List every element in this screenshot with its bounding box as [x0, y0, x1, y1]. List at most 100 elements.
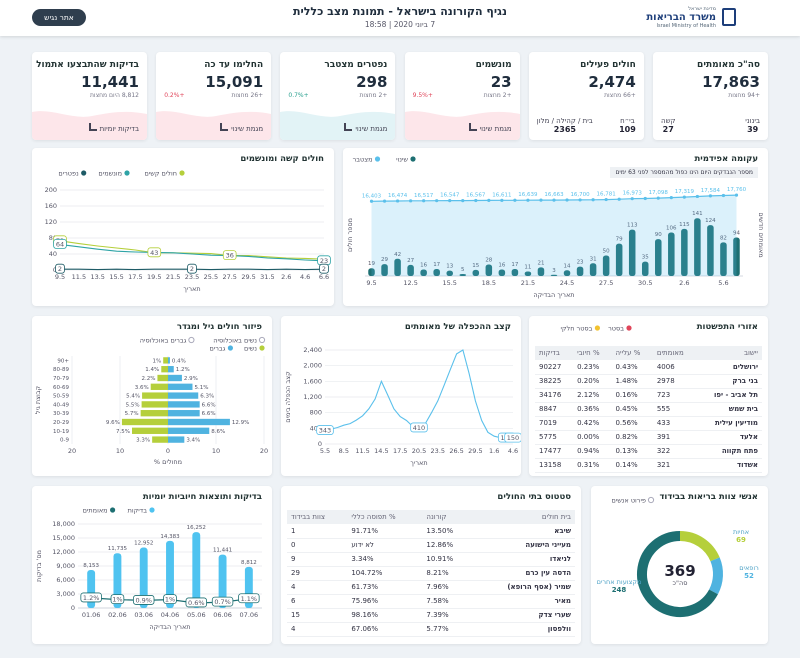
point [539, 198, 543, 202]
kpi-link: מגמת שינוי [344, 123, 387, 133]
x-axis-title: תאריך [410, 459, 427, 467]
table-cell: 34176 [535, 388, 574, 403]
table-cell: 7.96% [422, 580, 473, 595]
x-tick-label: 07.06 [240, 611, 259, 619]
bar [707, 225, 714, 276]
data-label: 17,584 [701, 188, 721, 194]
table-cell: בית שמש [696, 402, 762, 417]
trend-decoration [404, 111, 520, 140]
data-label: 17,319 [675, 189, 695, 195]
table-cell: 2.12% [573, 388, 612, 403]
table-cell: לא ידוע [347, 538, 423, 553]
accessibility-button[interactable]: אתר נגיש [32, 9, 86, 26]
point [409, 199, 413, 203]
table-row: ירושלים 4006 0.43% 0.23% 90227 [535, 360, 762, 375]
data-label: 5 [461, 267, 465, 273]
bar [368, 268, 375, 276]
kpi-note-row: +2 מחצות +0.7% [288, 92, 387, 99]
line [59, 243, 325, 262]
kpi-title: החלימו עד כה [204, 60, 264, 70]
table-cell: מאיר [472, 594, 575, 609]
chart: 20 10 0 10 20 % מחולים קבוצת גיל 0-9 10-19 20-29 3… [34, 336, 268, 466]
column-header: בדיקות [535, 346, 574, 360]
data-label: 16,517 [414, 193, 434, 199]
table-cell: לניאדו [472, 552, 575, 567]
table-cell: 7.39% [422, 608, 473, 623]
point [617, 197, 621, 201]
data-label: 113 [627, 223, 638, 229]
segment-value: 248 [612, 586, 627, 594]
table-cell: 9 [287, 552, 348, 567]
point [604, 197, 608, 202]
age-panel: פיזור חולים גיל ומגדר 20 10 0 10 20 % מחולים ק… [32, 316, 272, 476]
donut-segment [708, 557, 723, 595]
bar [589, 263, 597, 276]
bar [152, 436, 168, 443]
bar [141, 401, 168, 408]
data-label: 23 [577, 260, 584, 266]
table-cell: 0.36% [573, 402, 612, 417]
logo-en: Israel Ministry of Health [656, 23, 716, 29]
x-axis-title: תאריך [183, 285, 200, 293]
table-cell: 13.50% [422, 524, 473, 539]
data-label: 16,547 [440, 193, 460, 199]
x-tick-label: 17.5 [128, 273, 142, 281]
severe-panel: חולים קשה ומונשמים 0 40 80 120 160 200 9.5 11.5… [32, 148, 334, 306]
label-box [163, 594, 177, 604]
data-label: 90 [655, 232, 662, 238]
x-tick-label: 15.5 [109, 273, 123, 281]
data-label: 3.4% [186, 438, 200, 444]
table-cell: פתח תקווה [696, 444, 762, 459]
data-label: 6.3% [200, 394, 214, 400]
kpi-value: 15,091 [205, 73, 264, 91]
bar [485, 264, 493, 276]
trend-decoration [280, 111, 396, 140]
point [708, 194, 713, 198]
data-label: 6.6% [202, 411, 216, 417]
segment-label: מקצועות אחרים [597, 578, 642, 586]
point [435, 199, 439, 203]
kpi-note-row: +26 מחצות +0.2% [164, 92, 263, 99]
kpi-note-row: +2 מחצות +9.5% [413, 92, 512, 99]
table-cell: 7019 [535, 416, 574, 431]
y-tick-label: 80 [49, 234, 57, 242]
x-tick-label: 27.5 [599, 279, 613, 287]
point [382, 199, 387, 203]
bar [576, 266, 584, 276]
table-header-row: בית חולים קורונה% תפוסה כללי צוות בבידוד [287, 510, 575, 524]
table-cell: ירושלים [696, 360, 762, 375]
logo-top: מדינת ישראל [688, 6, 716, 12]
data-label: 5.4% [126, 394, 140, 400]
y-tick-label: 15,000 [52, 534, 75, 542]
data-label: 17 [433, 262, 440, 268]
y-tick-label: 70-79 [53, 376, 69, 382]
hospitals-panel: סטטוס בתי החולים בית חולים קורונה% תפוסה … [281, 486, 581, 644]
bar [615, 243, 623, 276]
data-label: 21 [537, 260, 544, 266]
point [500, 198, 504, 202]
data-label: 3.6% [135, 385, 149, 391]
data-label: 64 [56, 240, 64, 248]
y-tick-label: 20-29 [53, 420, 69, 426]
x-tick-label: 29.5 [468, 447, 482, 455]
x-axis-title: תאריך הבדיקה [149, 623, 190, 631]
doubling-panel: קצב ההכפלה של מאומתים 0 400 800 1,200 1,600 2… [281, 316, 521, 476]
table-cell: 2978 [652, 374, 697, 389]
legend-marker [188, 336, 195, 344]
panel-title: אזורי התפשטות [696, 322, 758, 332]
y-axis-title: מס' בדיקות [35, 550, 43, 582]
table-cell: 90227 [535, 360, 574, 375]
table-row: שיבא 13.50% 91.71% 1 [287, 524, 575, 539]
table-cell: מעייני הישועה [472, 538, 575, 553]
kpi-card: בדיקות שהתבצעו אתמול 11,441 8,812 היום מחצ… [32, 52, 147, 140]
table-cell: שמיר (אסף הרופא) [472, 580, 575, 595]
table-cell: תל אביב - יפו [696, 388, 762, 403]
x-tick-label: 10 [212, 447, 220, 455]
bar [524, 271, 532, 276]
table-row: פתח תקווה 322 0.13% 0.94% 17477 [535, 444, 762, 459]
table-cell: בני ברק [696, 374, 762, 389]
data-label: 5.5% [126, 402, 140, 408]
data-label: 94 [733, 230, 740, 236]
data-label: 12.9% [232, 420, 249, 426]
bar [166, 540, 174, 608]
